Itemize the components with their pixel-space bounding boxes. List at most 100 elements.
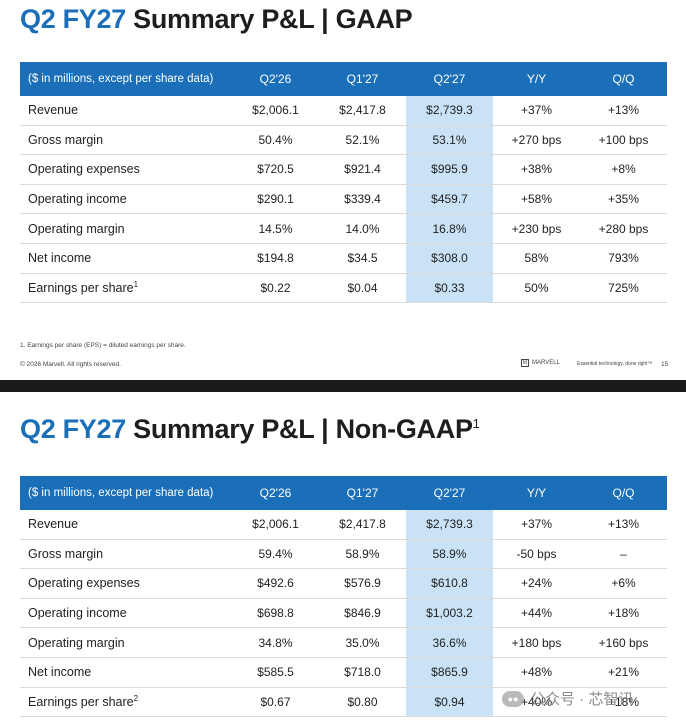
slide-divider <box>0 380 686 392</box>
value-cell: 50.4% <box>258 132 293 147</box>
footnote-marker: 2 <box>133 694 139 704</box>
row-label: Operating margin <box>20 222 232 236</box>
value-cell: $2,006.1 <box>252 103 299 118</box>
value-cell: 36.6% <box>406 628 493 657</box>
value-cell: 793% <box>608 251 639 266</box>
gaap-title-text: Summary P&L | GAAP <box>133 4 413 34</box>
table-row: Operating expenses $492.6 $576.9 $610.8 +24%… <box>20 569 667 599</box>
table-row: Revenue $2,006.1 $2,417.8 $2,739.3 +37% +13% <box>20 96 667 126</box>
value-cell: $1,003.2 <box>406 598 493 628</box>
row-label-text: Operating expenses <box>28 576 140 591</box>
value-cell: +35% <box>607 192 640 207</box>
row-label: Operating income <box>20 192 232 206</box>
row-label-text: Revenue <box>28 517 79 532</box>
header-cell: Q1'27 <box>346 486 379 500</box>
header-cell: ($ in millions, except per share data) <box>28 487 214 499</box>
value-cell: $194.8 <box>257 251 294 266</box>
table-row: Operating income $290.1 $339.4 $459.7 +58% +3… <box>20 184 667 215</box>
header-cell: Q/Q <box>612 486 635 500</box>
value-cell: +58% <box>520 192 553 207</box>
row-label: Operating margin <box>20 636 232 650</box>
gaap-table: ($ in millions, except per share data) Q… <box>20 62 667 304</box>
value-cell: +270 bps <box>511 132 562 147</box>
value-cell: $290.1 <box>257 192 294 207</box>
watermark: ●● 公众号 · 芯智讯 <box>502 688 633 709</box>
value-cell: $921.4 <box>344 162 381 177</box>
value-cell: 35.0% <box>345 635 380 650</box>
value-cell: $0.94 <box>406 687 493 717</box>
row-label: Earnings per share1 <box>20 280 232 295</box>
row-label-text: Gross margin <box>28 132 104 147</box>
table-row: Earnings per share2 $0.67 $0.80 $0.94 +40% +1… <box>20 687 667 718</box>
nongaap-title-quarter: Q2 FY27 <box>20 414 126 444</box>
header-cell: Q/Q <box>612 72 635 86</box>
watermark-text: 公众号 · 芯智讯 <box>530 691 634 708</box>
value-cell: $0.22 <box>260 280 291 295</box>
table-row: Operating margin 14.5% 14.0% 16.8% +230 bps +… <box>20 214 667 244</box>
header-cell: ($ in millions, except per share data) <box>28 73 214 85</box>
value-cell: +38% <box>520 162 553 177</box>
nongaap-table-header: ($ in millions, except per share data) Q… <box>20 476 667 510</box>
value-cell: 50% <box>524 280 549 295</box>
value-cell: $585.5 <box>257 665 294 680</box>
value-cell: $34.5 <box>347 251 378 266</box>
value-cell: +100 bps <box>598 132 649 147</box>
marvell-logo-icon: M <box>521 359 529 367</box>
row-label: Gross margin <box>20 547 232 561</box>
value-cell: $339.4 <box>344 192 381 207</box>
value-cell: +230 bps <box>511 221 562 236</box>
row-label: Revenue <box>20 517 232 531</box>
row-label-text: Gross margin <box>28 546 104 561</box>
value-cell: +40% <box>520 694 553 709</box>
value-cell: +180 bps <box>511 635 562 650</box>
row-label-text: Operating expenses <box>28 162 140 177</box>
gaap-title: Q2 FY27 Summary P&L | GAAP <box>20 4 413 35</box>
value-cell: 58.9% <box>406 539 493 569</box>
value-cell: $846.9 <box>344 606 381 621</box>
row-label-text: Revenue <box>28 103 79 118</box>
value-cell: 14.5% <box>258 221 293 236</box>
gaap-title-quarter: Q2 FY27 <box>20 4 126 34</box>
row-label-text: Operating margin <box>28 221 125 236</box>
value-cell: +160 bps <box>598 635 649 650</box>
row-label: Operating expenses <box>20 162 232 176</box>
value-cell: $492.6 <box>257 576 294 591</box>
footnote-marker: 1 <box>133 280 139 290</box>
value-cell: $0.80 <box>347 694 378 709</box>
row-label-text: Net income <box>28 665 92 680</box>
value-cell: $2,006.1 <box>252 517 299 532</box>
row-label-text: Operating income <box>28 192 127 207</box>
nongaap-slide: Q2 FY27 Summary P&L | Non-GAAP1 <box>0 392 686 726</box>
value-cell: 52.1% <box>345 132 380 147</box>
value-cell: +48% <box>520 665 553 680</box>
value-cell: +21% <box>607 665 640 680</box>
row-label: Gross margin <box>20 133 232 147</box>
table-row: Operating expenses $720.5 $921.4 $995.9 +38%… <box>20 155 667 185</box>
table-row: Net income $585.5 $718.0 $865.9 +48% +21% <box>20 657 667 688</box>
table-row: Net income $194.8 $34.5 $308.0 58% 793% <box>20 243 667 274</box>
table-row: Gross margin 50.4% 52.1% 53.1% +270 bps +100 … <box>20 125 667 156</box>
value-cell: +13% <box>607 103 640 118</box>
row-label-text: Earnings per share <box>28 695 134 710</box>
header-cell: Q2'27 <box>433 486 466 500</box>
row-label-text: Operating income <box>28 606 127 621</box>
value-cell: +24% <box>520 576 553 591</box>
value-cell: 34.8% <box>258 635 293 650</box>
gaap-slide: Q2 FY27 Summary P&L | GAAP ($ in million… <box>20 4 669 368</box>
value-cell: +37% <box>520 103 553 118</box>
gaap-table-header: ($ in millions, except per share data) Q… <box>20 62 667 96</box>
nongaap-table: ($ in millions, except per share data) Q… <box>20 476 667 718</box>
table-row: Operating income $698.8 $846.9 $1,003.2 +44%… <box>20 598 667 629</box>
value-cell: +13% <box>607 517 640 532</box>
table-row: Operating margin 34.8% 35.0% 36.6% +180 bps +… <box>20 628 667 658</box>
table-row: Gross margin 59.4% 58.9% 58.9% -50 bps – <box>20 539 667 570</box>
value-cell: $459.7 <box>406 184 493 214</box>
footnote: 1. Earnings per share (EPS) = diluted ea… <box>20 342 186 349</box>
value-cell: +8% <box>611 162 636 177</box>
header-cell: Q2'26 <box>259 72 292 86</box>
value-cell: 14.0% <box>345 221 380 236</box>
value-cell: +44% <box>520 606 553 621</box>
value-cell: $2,417.8 <box>339 517 386 532</box>
value-cell: $2,739.3 <box>406 96 493 125</box>
nongaap-title: Q2 FY27 Summary P&L | Non-GAAP1 <box>20 414 480 445</box>
